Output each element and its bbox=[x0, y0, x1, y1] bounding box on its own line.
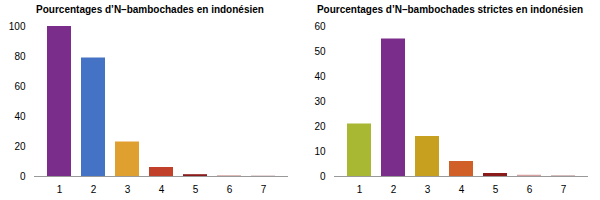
svg-text:20: 20 bbox=[314, 121, 326, 132]
svg-text:6: 6 bbox=[527, 184, 533, 195]
html-text:Pourcentages d’N–bambochades e: Pourcentages d’N–bambochades en indonési… bbox=[36, 4, 264, 15]
svg-text:50: 50 bbox=[314, 46, 326, 57]
svg-text:0: 0 bbox=[20, 171, 26, 182]
svg-text:3: 3 bbox=[425, 184, 431, 195]
svg-text:2: 2 bbox=[91, 184, 97, 195]
svg-text:60: 60 bbox=[314, 21, 326, 32]
svg-text:80: 80 bbox=[14, 51, 26, 62]
svg-text:40: 40 bbox=[14, 111, 26, 122]
svg-text:5: 5 bbox=[493, 184, 499, 195]
svg-text:1: 1 bbox=[357, 184, 363, 195]
svg-text:40: 40 bbox=[314, 71, 326, 82]
svg-text:6: 6 bbox=[227, 184, 233, 195]
svg-text:7: 7 bbox=[261, 184, 267, 195]
svg-text:5: 5 bbox=[193, 184, 199, 195]
svg-text:30: 30 bbox=[314, 96, 326, 107]
html-text:Pourcentages d’N–bambochades s: Pourcentages d’N–bambochades strictes en… bbox=[316, 4, 584, 15]
svg-text:60: 60 bbox=[14, 81, 26, 92]
svg-text:2: 2 bbox=[391, 184, 397, 195]
svg-text:100: 100 bbox=[9, 21, 26, 32]
svg-text:4: 4 bbox=[159, 184, 165, 195]
svg-text:10: 10 bbox=[314, 146, 326, 157]
svg-text:3: 3 bbox=[125, 184, 131, 195]
svg-text:0: 0 bbox=[320, 171, 326, 182]
svg-text:4: 4 bbox=[459, 184, 465, 195]
svg-text:20: 20 bbox=[14, 141, 26, 152]
svg-text:1: 1 bbox=[57, 184, 63, 195]
svg-text:7: 7 bbox=[561, 184, 567, 195]
